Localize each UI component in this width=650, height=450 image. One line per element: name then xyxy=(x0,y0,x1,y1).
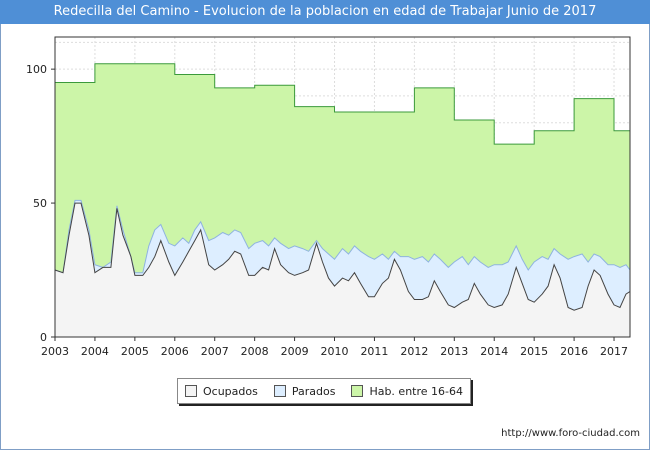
legend-label-hab: Hab. entre 16-64 xyxy=(369,384,463,398)
x-tick-label-2004: 2004 xyxy=(81,345,109,358)
series-line-hab xyxy=(55,63,630,145)
y-axis-ticks: 0 50 100 xyxy=(26,63,55,344)
chart-title: Redecilla del Camino - Evolucion de la p… xyxy=(53,4,597,19)
y-tick-label-50: 50 xyxy=(33,197,47,210)
series-line-ocupados xyxy=(54,202,631,311)
series-area-ocupados xyxy=(55,203,630,337)
source-url: http://www.foro-ciudad.com xyxy=(501,428,640,439)
x-tick-label-2010: 2010 xyxy=(321,345,349,358)
x-tick-label-2005: 2005 xyxy=(121,345,149,358)
legend-swatch-ocupados xyxy=(184,385,197,397)
legend: Ocupados Parados Hab. entre 16-64 xyxy=(177,378,471,404)
x-tick-label-2016: 2016 xyxy=(560,345,588,358)
plot-border xyxy=(54,36,631,338)
legend-item-hab: Hab. entre 16-64 xyxy=(347,385,467,398)
x-tick-label-2017: 2017 xyxy=(600,345,628,358)
legend-item-parados: Parados xyxy=(270,385,340,398)
title-bar xyxy=(0,0,650,24)
y-tick-label-100: 100 xyxy=(26,63,47,76)
x-tick-label-2014: 2014 xyxy=(480,345,508,358)
series-line-parados xyxy=(54,199,631,274)
x-tick-label-2012: 2012 xyxy=(400,345,428,358)
legend-label-ocupados: Ocupados xyxy=(202,384,258,398)
x-tick-label-2006: 2006 xyxy=(161,345,189,358)
x-tick-label-2009: 2009 xyxy=(281,345,309,358)
x-tick-label-2013: 2013 xyxy=(440,345,468,358)
legend-swatch-hab xyxy=(351,385,364,397)
legend-label-parados: Parados xyxy=(291,384,336,398)
legend-swatch-parados xyxy=(273,385,286,397)
x-tick-label-2007: 2007 xyxy=(201,345,229,358)
y-tick-label-0: 0 xyxy=(40,331,47,344)
x-tick-label-2003: 2003 xyxy=(41,345,69,358)
x-tick-label-2008: 2008 xyxy=(241,345,269,358)
x-tick-label-2015: 2015 xyxy=(520,345,548,358)
x-axis-ticks: 2003 2004 2005 2006 2007 2008 2009 2010 2011 2012… xyxy=(41,337,628,358)
x-tick-label-2011: 2011 xyxy=(360,345,388,358)
legend-item-ocupados: Ocupados xyxy=(181,385,262,398)
